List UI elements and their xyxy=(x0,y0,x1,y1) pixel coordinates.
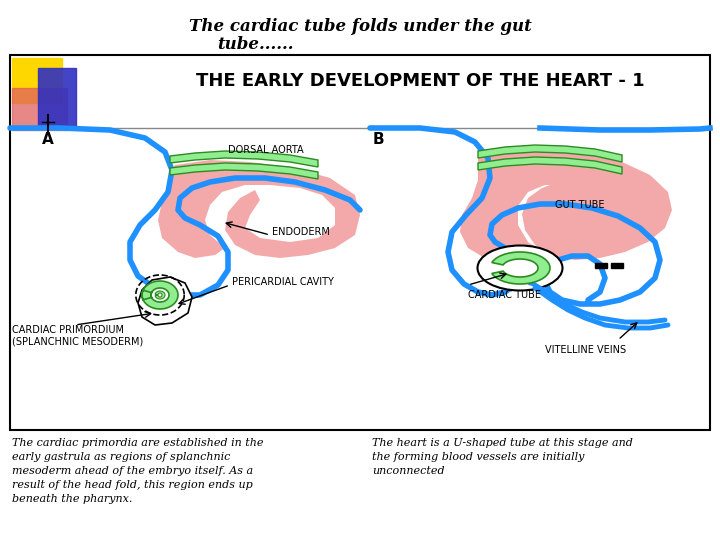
Text: PERICARDIAL CAVITY: PERICARDIAL CAVITY xyxy=(232,277,334,287)
Text: DORSAL AORTA: DORSAL AORTA xyxy=(228,145,304,155)
Polygon shape xyxy=(170,163,318,179)
Bar xyxy=(595,263,607,268)
Text: GUT TUBE: GUT TUBE xyxy=(555,200,605,210)
Text: VITELLINE VEINS: VITELLINE VEINS xyxy=(545,345,626,355)
Text: CARDIAC TUBE: CARDIAC TUBE xyxy=(468,290,541,300)
Text: tube......: tube...... xyxy=(217,36,293,53)
Polygon shape xyxy=(478,145,622,162)
Text: The cardiac tube folds under the gut: The cardiac tube folds under the gut xyxy=(189,18,531,35)
Bar xyxy=(12,58,62,103)
Bar xyxy=(611,263,623,268)
Text: The heart is a U-shaped tube at this stage and
the forming blood vessels are ini: The heart is a U-shaped tube at this sta… xyxy=(372,438,633,476)
Bar xyxy=(12,88,67,130)
Bar xyxy=(38,68,76,126)
Text: ENDODERM: ENDODERM xyxy=(272,227,330,237)
Text: CARDIAC PRIMORDIUM
(SPLANCHNIC MESODERM): CARDIAC PRIMORDIUM (SPLANCHNIC MESODERM) xyxy=(12,325,143,347)
Text: A: A xyxy=(42,132,54,147)
Polygon shape xyxy=(142,281,178,309)
Polygon shape xyxy=(155,291,165,299)
Polygon shape xyxy=(170,151,318,167)
Text: B: B xyxy=(372,132,384,147)
Polygon shape xyxy=(478,157,622,174)
Text: The cardiac primordia are established in the
early gastrula as regions of splanc: The cardiac primordia are established in… xyxy=(12,438,264,504)
Bar xyxy=(10,55,710,430)
Polygon shape xyxy=(138,277,192,325)
Text: THE EARLY DEVELOPMENT OF THE HEART - 1: THE EARLY DEVELOPMENT OF THE HEART - 1 xyxy=(196,72,644,90)
Polygon shape xyxy=(158,160,360,258)
Ellipse shape xyxy=(477,246,562,291)
Polygon shape xyxy=(460,150,672,264)
Polygon shape xyxy=(492,252,550,284)
